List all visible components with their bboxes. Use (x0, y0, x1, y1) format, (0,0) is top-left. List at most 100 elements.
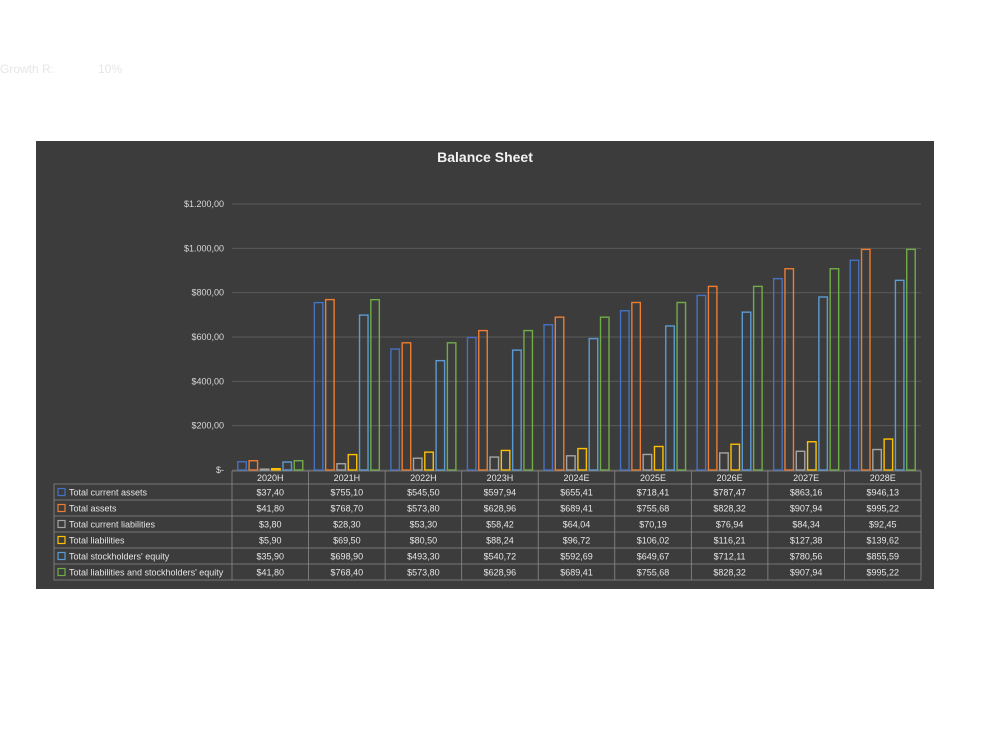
bar-2023H-0 (466, 336, 477, 471)
bar-2020H-0 (237, 461, 247, 471)
bar-2023H-2 (489, 456, 500, 471)
bar-2025E-0 (619, 310, 630, 471)
data-label: $70,19 (639, 520, 667, 530)
category-label: 2022H (410, 473, 437, 483)
data-label: $995,22 (866, 568, 899, 578)
bar-2028E-0 (849, 259, 860, 471)
bar-2028E-4 (894, 279, 905, 471)
bar-2020H-1 (248, 460, 259, 471)
data-label: $41,80 (257, 568, 285, 578)
bar-2023H-4 (511, 349, 522, 471)
growth-rate-label: Growth R: (0, 62, 55, 76)
bar-2021H-4 (358, 314, 369, 471)
category-label: 2028E (870, 473, 896, 483)
bar-2021H-1 (324, 298, 335, 471)
data-label: $76,94 (716, 520, 744, 530)
bar-2020H-3 (270, 467, 281, 471)
bar-2024E-3 (577, 447, 588, 471)
bar-2024E-0 (543, 324, 554, 471)
data-label: $573,80 (407, 504, 440, 514)
legend-key (57, 487, 66, 497)
bar-2021H-3 (347, 453, 358, 471)
data-label: $92,45 (869, 520, 897, 530)
data-label: $37,40 (257, 488, 285, 498)
bar-2025E-4 (665, 325, 675, 471)
legend-key (57, 535, 66, 545)
series-label: Total liabilities (69, 536, 125, 546)
data-label: $689,41 (560, 504, 593, 514)
data-label: $53,30 (410, 520, 438, 530)
category-label: 2024E (563, 473, 589, 483)
data-label: $698,90 (331, 552, 364, 562)
bar-2021H-5 (370, 298, 381, 471)
bar-2024E-1 (554, 316, 565, 471)
bar-2025E-2 (642, 453, 653, 471)
bar-2028E-2 (872, 448, 883, 471)
data-label: $628,96 (484, 504, 517, 514)
legend-key (57, 519, 66, 529)
data-label: $768,40 (331, 568, 364, 578)
bar-2028E-3 (883, 438, 894, 471)
chart-canvas: $- $200,00 $400,00 $600,00 $800,00 $1.000,00 $… (53, 199, 922, 581)
bar-2027E-3 (806, 441, 817, 471)
y-tick-label: $200,00 (191, 421, 224, 431)
bar-2024E-5 (599, 316, 610, 471)
bar-2026E-5 (752, 285, 763, 471)
bar-2022H-3 (424, 451, 434, 471)
data-label: $946,13 (866, 488, 899, 498)
data-label: $649,67 (637, 552, 670, 562)
bar-2022H-1 (401, 342, 412, 471)
data-label: $540,72 (484, 552, 517, 562)
data-label: $139,62 (866, 536, 899, 546)
data-label: $718,41 (637, 488, 670, 498)
balance-sheet-chart: Balance Sheet $- $200,00 $400,00 $600,00 $80… (36, 141, 934, 589)
data-label: $655,41 (560, 488, 593, 498)
category-label: 2026E (717, 473, 743, 483)
data-label: $597,94 (484, 488, 517, 498)
bar-2020H-2 (259, 468, 270, 471)
y-tick-label: $1.200,00 (184, 199, 224, 209)
legend-key (57, 503, 66, 513)
y-tick-label: $800,00 (191, 288, 224, 298)
y-tick-label: $400,00 (191, 376, 224, 386)
bar-2022H-4 (435, 359, 446, 471)
data-label: $689,41 (560, 568, 593, 578)
bar-2026E-2 (719, 452, 729, 471)
data-label: $64,04 (563, 520, 591, 530)
growth-rate-value: 10% (98, 62, 123, 76)
data-label: $28,30 (333, 520, 361, 530)
data-label: $828,32 (713, 568, 746, 578)
data-label: $768,70 (331, 504, 364, 514)
data-label: $35,90 (257, 552, 285, 562)
bar-2027E-5 (829, 268, 840, 471)
data-label: $780,56 (790, 552, 823, 562)
legend-key (57, 567, 66, 577)
category-label: 2020H (257, 473, 284, 483)
bar-2024E-2 (565, 455, 576, 471)
bar-2023H-5 (523, 329, 534, 471)
data-label: $907,94 (790, 504, 823, 514)
data-label: $573,80 (407, 568, 440, 578)
bar-2027E-4 (818, 296, 829, 471)
bar-2021H-2 (336, 463, 347, 471)
data-label: $592,69 (560, 552, 593, 562)
bar-2023H-3 (500, 449, 511, 471)
series-label: Total assets (69, 504, 117, 514)
category-label: 2021H (334, 473, 361, 483)
bar-2028E-1 (860, 248, 871, 471)
data-label: $96,72 (563, 536, 591, 546)
bar-2024E-4 (588, 337, 599, 471)
bar-2022H-2 (412, 457, 423, 471)
bar-2025E-5 (676, 301, 687, 471)
data-label: $755,68 (637, 504, 670, 514)
series-label: Total stockholders' equity (69, 552, 170, 562)
bar-2022H-0 (390, 348, 401, 471)
bar-2027E-0 (772, 277, 783, 471)
bar-2027E-2 (795, 450, 806, 471)
data-label: $755,10 (331, 488, 364, 498)
bar-2026E-0 (696, 294, 707, 471)
bar-2026E-4 (741, 311, 752, 471)
data-label: $787,47 (713, 488, 746, 498)
data-label: $493,30 (407, 552, 440, 562)
bar-2025E-3 (653, 445, 664, 471)
